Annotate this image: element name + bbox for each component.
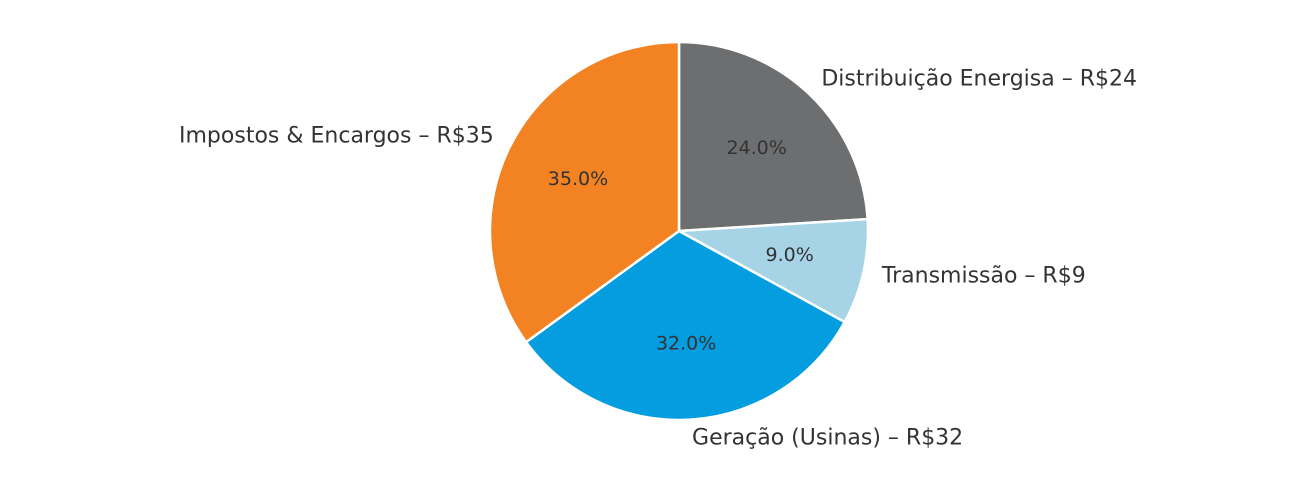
value-label: 32.0% [656,333,716,355]
slice-label: Distribuição Energisa – R$24 [821,66,1137,91]
value-label: 35.0% [548,168,608,190]
pie-slice [674,217,870,324]
slice-label: Impostos & Encargos – R$35 [179,124,494,149]
value-label: 24.0% [726,137,786,159]
value-label: 9.0% [766,244,814,266]
slice-label: Transmissão – R$9 [881,263,1086,288]
slice-label: Geração (Usinas) – R$32 [692,425,963,450]
pie-slice [677,40,869,233]
pie-slice [488,40,681,344]
pie-slice [524,229,847,422]
